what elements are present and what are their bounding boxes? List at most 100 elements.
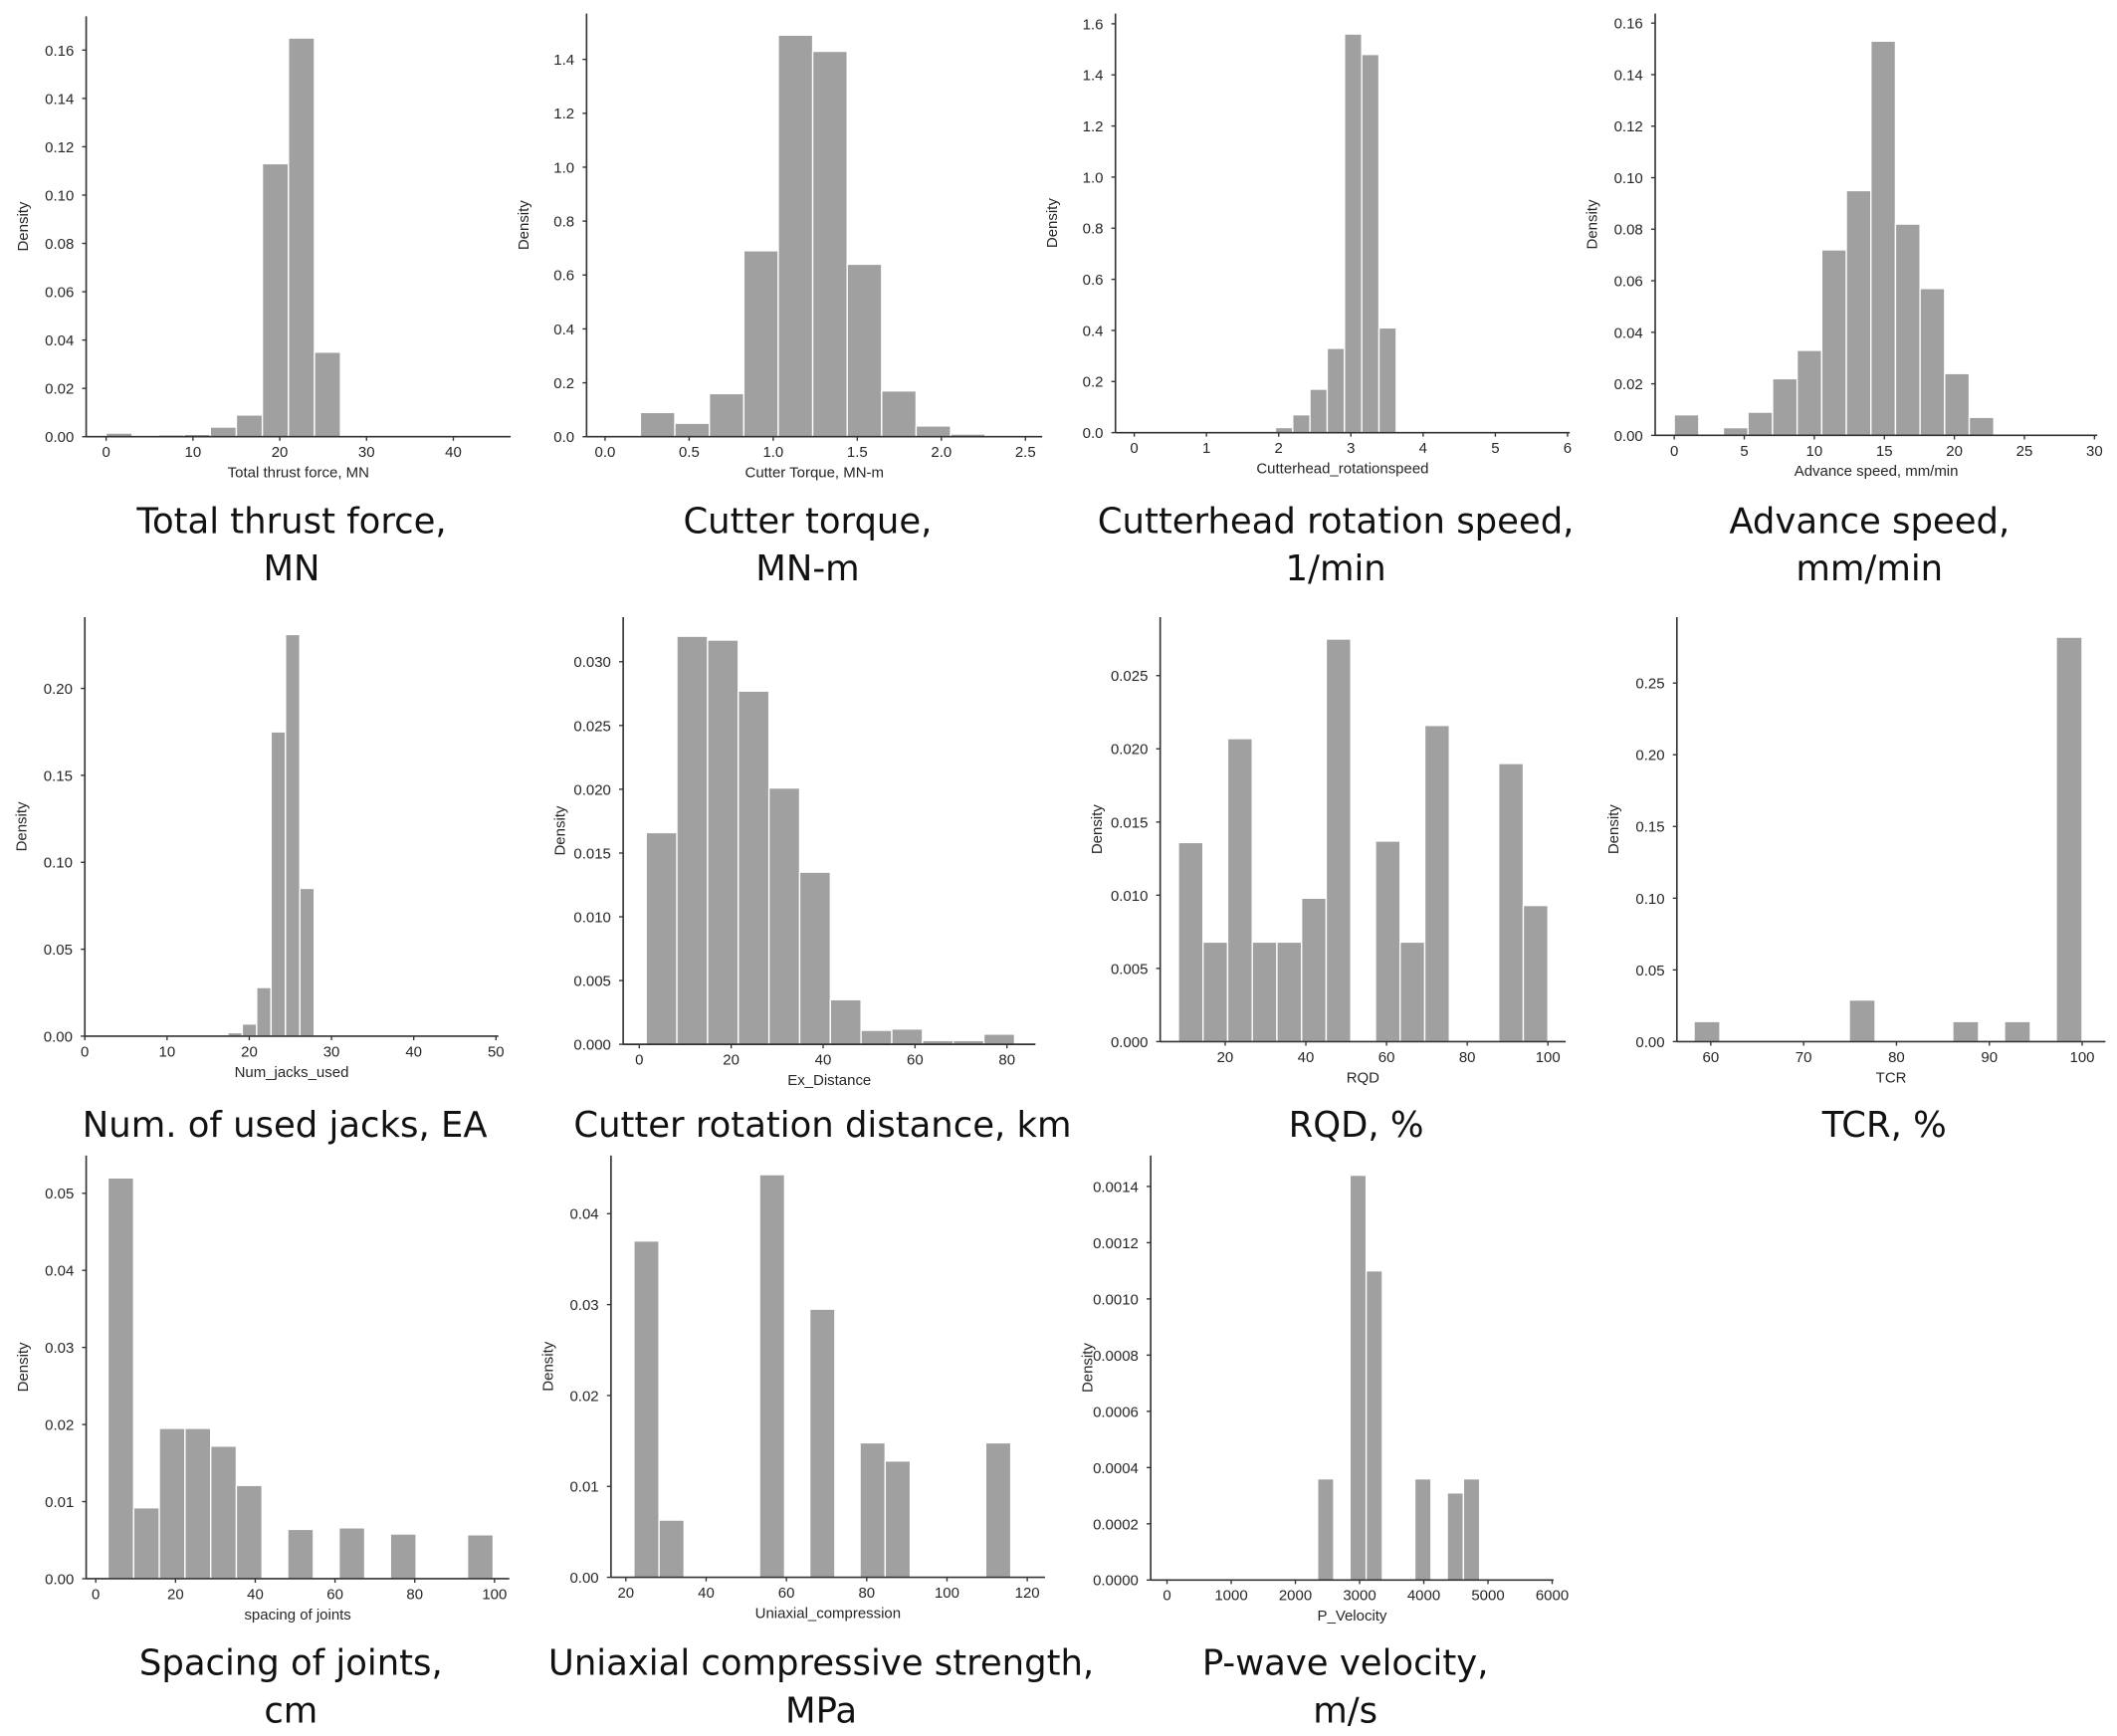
x-axis-label: spacing of joints [244,1607,350,1624]
caption: m/s [1313,1690,1377,1731]
caption: Cutterhead rotation speed, [1098,501,1575,542]
bar [1446,1492,1465,1581]
bar [984,1441,1012,1579]
x-tick-label: 80 [998,1052,1015,1069]
bar [256,986,273,1037]
x-tick-label: 0 [635,1052,643,1069]
bar [829,998,862,1045]
bar [1952,1020,1980,1043]
x-tick-label: 1.0 [762,444,783,461]
caption: 1/min [1286,548,1386,589]
bar [1848,998,1876,1043]
caption: Uniaxial compressive strength, [548,1643,1094,1684]
x-tick-label: 60 [1378,1049,1395,1066]
y-tick-label: 0.8 [1083,221,1104,238]
x-tick-label: 0 [81,1043,89,1060]
y-tick-label: 0.00 [1614,428,1643,445]
bar [288,37,316,438]
bar [1462,1477,1481,1581]
y-tick-label: 0.2 [1083,374,1104,391]
x-tick-label: 0 [102,444,109,461]
y-tick-label: 0.05 [1635,963,1664,979]
bar [270,731,287,1037]
y-tick-label: 0.04 [45,332,74,349]
bar [1968,416,1995,437]
bar [389,1533,417,1580]
bar [1226,738,1253,1043]
x-tick-label: 60 [1703,1049,1720,1066]
x-tick-label: 20 [723,1052,740,1069]
caption: MPa [785,1690,857,1731]
x-axis-label: Ex_Distance [787,1072,871,1089]
x-tick-label: 6 [1564,440,1572,457]
y-axis-label: Density [14,801,31,851]
x-axis-label: Advance speed, mm/min [1795,463,1959,480]
y-tick-label: 0.04 [1614,325,1643,341]
x-axis-label: Uniaxial_compression [755,1605,901,1622]
x-tick-label: 6000 [1536,1588,1569,1605]
y-tick-label: 0.15 [1635,819,1664,836]
bar [676,635,709,1045]
y-tick-label: 0.0004 [1093,1460,1139,1477]
y-tick-label: 0.00 [45,1571,74,1588]
x-tick-label: 5000 [1471,1588,1504,1605]
x-tick-label: 0.5 [679,444,700,461]
y-tick-label: 0.12 [45,139,74,156]
y-tick-label: 0.00 [44,1028,73,1045]
x-tick-label: 0.0 [595,444,616,461]
bar [1894,223,1921,437]
bar [674,422,711,438]
bar [1326,347,1346,434]
y-tick-label: 0.10 [44,855,73,872]
bar [1423,725,1450,1043]
y-tick-label: 1.4 [1083,68,1104,85]
bar [738,690,770,1045]
bar [338,1527,366,1580]
y-tick-label: 0.02 [569,1388,598,1405]
x-tick-label: 50 [488,1043,505,1060]
bar [1693,1020,1721,1043]
x-tick-label: 80 [406,1586,423,1603]
bar [1365,1269,1383,1581]
y-tick-label: 0.06 [1614,274,1643,291]
bar [639,411,676,438]
y-axis-label: Density [1044,198,1061,248]
y-tick-label: 0.0000 [1093,1573,1139,1590]
x-tick-label: 80 [1888,1049,1905,1066]
y-tick-label: 0.16 [1614,16,1643,33]
bar [860,1029,893,1045]
y-axis-label: Density [15,1342,32,1392]
y-tick-label: 0.4 [553,322,574,338]
bar [1276,941,1303,1043]
x-tick-label: 0 [92,1586,100,1603]
bar [1522,904,1549,1043]
bar [1377,326,1397,434]
bar [808,1308,836,1579]
bar [915,425,952,438]
y-tick-label: 0.10 [1635,891,1664,908]
y-tick-label: 0.0 [1083,425,1104,442]
caption: P-wave velocity, [1202,1643,1489,1684]
y-tick-label: 0.015 [1111,814,1148,831]
bar [811,50,848,438]
y-tick-label: 0.0014 [1093,1179,1139,1195]
y-tick-label: 0.030 [573,654,610,671]
x-tick-label: 40 [247,1586,264,1603]
bar [241,1023,258,1037]
x-tick-label: 30 [323,1043,340,1060]
caption: MN [263,548,319,589]
x-tick-label: 70 [1796,1049,1812,1066]
bar [633,1240,660,1579]
y-tick-label: 1.0 [1083,169,1104,186]
y-tick-label: 0.0010 [1093,1291,1139,1308]
bar [859,1441,887,1579]
y-tick-label: 0.10 [1614,170,1643,187]
y-tick-label: 0.0008 [1093,1348,1139,1365]
x-tick-label: 1000 [1214,1588,1247,1605]
x-tick-label: 4000 [1407,1588,1440,1605]
caption: MN-m [755,548,859,589]
bar [1309,388,1329,434]
bar [1944,372,1971,437]
y-tick-label: 0.16 [45,43,74,60]
